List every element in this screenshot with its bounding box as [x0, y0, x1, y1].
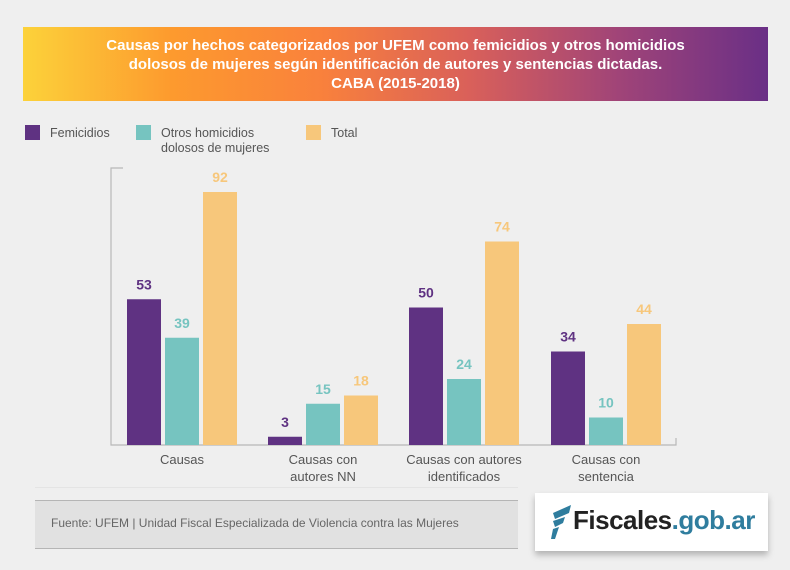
- data-label: 92: [212, 169, 228, 185]
- data-label: 15: [315, 381, 331, 397]
- legend-swatch-femicidios: [25, 125, 40, 140]
- data-label: 24: [456, 356, 472, 372]
- data-label: 44: [636, 301, 652, 317]
- x-tick-label: Causas con sentencia: [571, 452, 641, 484]
- legend-label: Otros homicidios dolosos de mujeres: [161, 126, 269, 156]
- data-label: 3: [281, 414, 289, 430]
- title-line-1: Causas por hechos categorizados por UFEM…: [106, 36, 685, 54]
- axis-line: [110, 167, 677, 446]
- bar: [127, 299, 161, 445]
- x-tick-label: Causas con autores identificados: [406, 452, 522, 484]
- data-label: 50: [418, 285, 434, 301]
- x-tick-label: Causas: [159, 452, 205, 467]
- bar: [409, 307, 443, 445]
- bar: [306, 403, 340, 445]
- source-text: Fuente: UFEM | Unidad Fiscal Especializa…: [51, 516, 459, 530]
- title-line-3: CABA (2015-2018): [331, 74, 460, 92]
- data-label: 10: [598, 395, 614, 411]
- fiscales-logo[interactable]: Fiscales.gob.ar: [535, 493, 768, 551]
- title-line-2: dolosos de mujeres según identificación …: [128, 55, 663, 73]
- logo-main: Fiscales: [573, 505, 672, 535]
- bar: [447, 379, 481, 445]
- bar: [627, 324, 661, 445]
- legend-label-line1: Otros homicidios: [161, 126, 255, 140]
- bar: [551, 351, 585, 445]
- logo-text: Fiscales.gob.ar: [573, 505, 755, 536]
- legend-label: Femicidios: [50, 126, 110, 140]
- divider: [35, 487, 518, 488]
- chart-title-banner: Causas por hechos categorizados por UFEM…: [23, 27, 768, 101]
- legend-label: Total: [331, 126, 358, 140]
- logo-suffix: .gob.ar: [671, 505, 756, 535]
- bar: [203, 192, 237, 445]
- data-label: 53: [136, 276, 152, 292]
- x-tick-label: Causas con autores NN: [288, 452, 358, 484]
- data-label: 39: [174, 315, 190, 331]
- data-label: 74: [494, 219, 510, 235]
- bar: [589, 417, 623, 445]
- bar: [268, 436, 302, 445]
- source-note: Fuente: UFEM | Unidad Fiscal Especializa…: [35, 500, 518, 549]
- bar: [344, 395, 378, 445]
- bar: [485, 241, 519, 445]
- fiscales-f-icon: [551, 505, 571, 539]
- legend-label-line2: dolosos de mujeres: [161, 141, 270, 155]
- legend-swatch-otros: [136, 125, 151, 140]
- legend-swatch-total: [306, 125, 321, 140]
- data-label: 34: [560, 329, 576, 345]
- bar: [165, 337, 199, 445]
- data-label: 18: [353, 373, 369, 389]
